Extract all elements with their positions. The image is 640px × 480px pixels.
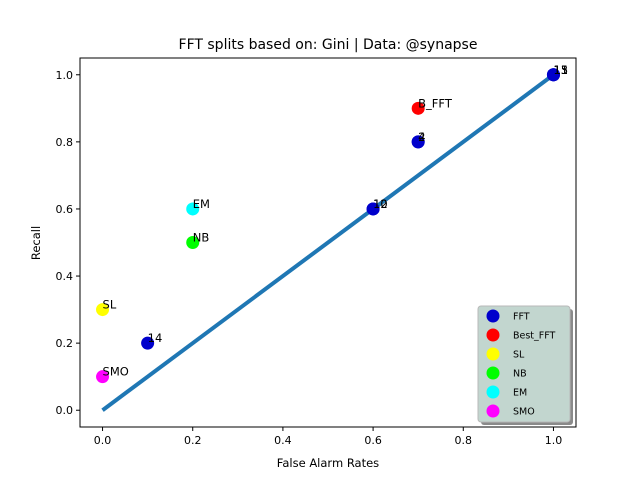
y-tick-label: 0.2 bbox=[56, 337, 74, 350]
point-nb-0 bbox=[186, 236, 200, 249]
point-label: 4 bbox=[418, 130, 425, 144]
legend: FFT Best_FFT SL NB EM SMO bbox=[477, 305, 573, 425]
legend-entry: SMO bbox=[513, 407, 535, 418]
legend-entry: SL bbox=[513, 350, 525, 361]
legend-entry: FFT bbox=[513, 312, 530, 323]
point-label: 2 bbox=[418, 130, 425, 144]
legend-marker bbox=[486, 366, 500, 380]
point-fft-7 bbox=[546, 68, 560, 82]
point-label: 14 bbox=[148, 331, 163, 345]
legend-marker bbox=[486, 385, 500, 399]
y-tick-label: 0.0 bbox=[56, 404, 74, 417]
point-smo-0 bbox=[96, 370, 110, 384]
point-em-0 bbox=[186, 202, 200, 216]
chart-title: FFT splits based on: Gini | Data: @synap… bbox=[179, 37, 478, 53]
point-label: SL bbox=[103, 298, 117, 312]
point-label: B_FFT bbox=[418, 96, 453, 110]
legend-entry: EM bbox=[513, 388, 527, 399]
x-tick-label: 0.0 bbox=[94, 434, 112, 447]
point-fft-2 bbox=[366, 202, 380, 216]
legend-marker bbox=[486, 309, 500, 323]
legend-marker bbox=[486, 347, 500, 361]
point-fft-0 bbox=[141, 336, 155, 350]
legend-marker bbox=[486, 404, 500, 418]
point-label: SMO bbox=[103, 365, 129, 379]
point-label: 12 bbox=[373, 197, 388, 211]
point-label: NB bbox=[193, 231, 210, 245]
x-tick-label: 0.2 bbox=[184, 434, 202, 447]
axes-frame bbox=[79, 57, 577, 428]
legend-entry: NB bbox=[513, 369, 527, 380]
y-tick-label: 0.4 bbox=[56, 270, 74, 283]
point-fft-4 bbox=[411, 135, 425, 149]
legend-box bbox=[477, 305, 571, 423]
point-best-fft-0 bbox=[411, 101, 425, 115]
y-axis-label: Recall bbox=[29, 226, 43, 260]
point-label: 13 bbox=[553, 63, 568, 77]
y-tick-label: 0.6 bbox=[56, 203, 74, 216]
legend-entry: Best_FFT bbox=[513, 331, 556, 342]
diagonal-line bbox=[101, 73, 555, 412]
point-label: 10 bbox=[373, 197, 388, 211]
y-tick-label: 1.0 bbox=[56, 69, 74, 82]
x-tick-label: 1.0 bbox=[545, 434, 563, 447]
x-tick-label: 0.6 bbox=[364, 434, 382, 447]
point-sl-0 bbox=[96, 303, 110, 317]
legend-marker bbox=[486, 328, 500, 342]
point-label: EM bbox=[193, 197, 210, 211]
point-label: 15 bbox=[553, 63, 568, 77]
x-tick-label: 0.4 bbox=[274, 434, 292, 447]
x-tick-label: 0.8 bbox=[455, 434, 473, 447]
point-label: 11 bbox=[553, 63, 568, 77]
y-tick-label: 0.8 bbox=[56, 136, 74, 149]
x-axis-label: False Alarm Rates bbox=[277, 456, 379, 470]
